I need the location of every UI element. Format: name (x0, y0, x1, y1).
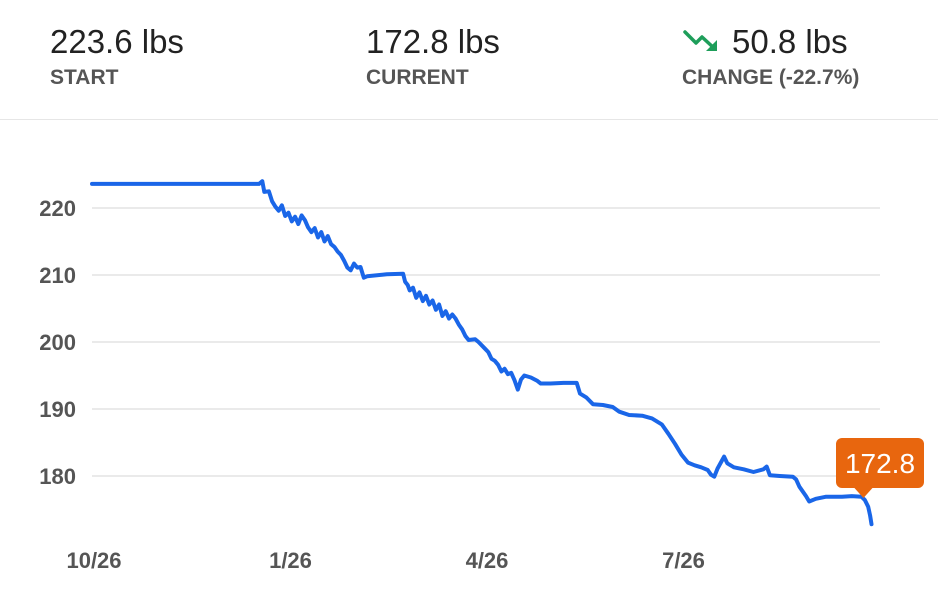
current-weight-value: 172.8 lbs (366, 23, 500, 60)
current-weight-label: CURRENT (366, 66, 469, 89)
y-tick-label: 220 (39, 196, 76, 221)
current-value-label: 172.8 (845, 448, 915, 479)
change-value-row: 50.8 lbs (682, 22, 859, 62)
change-weight-label: CHANGE (-22.7%) (682, 66, 860, 89)
y-tick-label: 200 (39, 330, 76, 355)
start-weight-value: 223.6 lbs (50, 23, 184, 60)
x-tick-label: 7/26 (662, 548, 705, 573)
weight-line-chart: 180 190 200 210 220 10/26 1/26 4/26 7/26 172.8 (39, 179, 924, 573)
x-tick-label: 4/26 (466, 548, 509, 573)
y-tick-label: 190 (39, 397, 76, 422)
current-value-badge: 172.8 (836, 438, 924, 498)
x-tick-label: 10/26 (66, 548, 121, 573)
stats-header: 223.6 lbs START 172.8 lbs CURRENT 50.8 l… (0, 0, 938, 120)
change-stat: 50.8 lbs CHANGE (-22.7%) (682, 22, 859, 92)
badge-background (836, 438, 924, 488)
badge-pointer (854, 488, 873, 498)
start-weight-label: START (50, 66, 119, 89)
weight-series-line (90, 179, 874, 527)
current-stat: 172.8 lbs CURRENT (366, 22, 500, 92)
y-tick-label: 180 (39, 464, 76, 489)
y-tick-label: 210 (39, 263, 76, 288)
weight-chart: 180 190 200 210 220 10/26 1/26 4/26 7/26 172.8 (0, 120, 938, 612)
start-stat: 223.6 lbs START (50, 22, 184, 92)
change-weight-value: 50.8 lbs (732, 23, 848, 60)
x-tick-label: 1/26 (269, 548, 312, 573)
trending-down-icon (683, 30, 717, 52)
